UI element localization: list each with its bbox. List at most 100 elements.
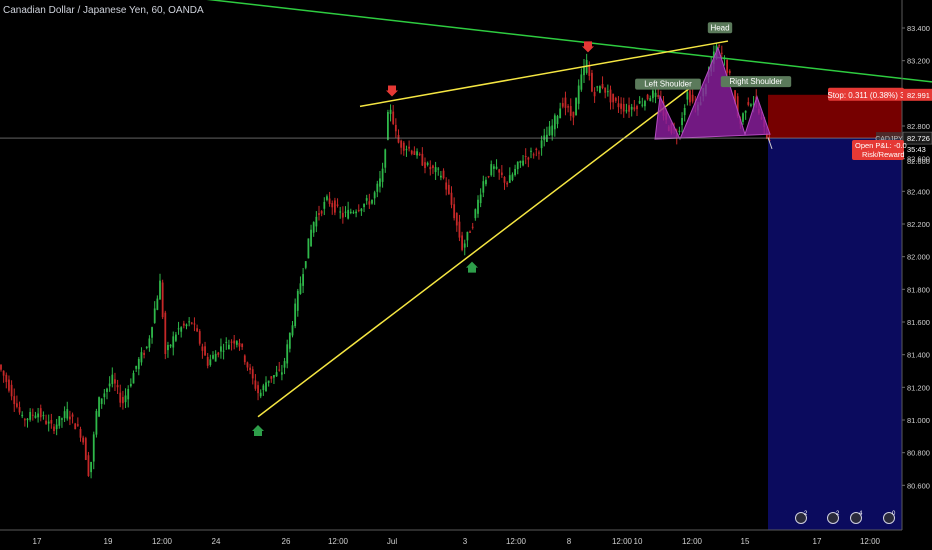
candle-body xyxy=(633,107,636,110)
candle-body xyxy=(588,65,591,76)
candle-body xyxy=(471,226,474,228)
candle-body xyxy=(429,166,432,170)
candle-body xyxy=(379,178,381,187)
candle-body xyxy=(251,369,254,379)
stop-price-tag-text: 82.991 xyxy=(907,91,930,100)
candle-body xyxy=(405,149,408,151)
pattern-label: Right Shoulder xyxy=(730,77,783,86)
candle-body xyxy=(413,151,416,155)
candle-body xyxy=(530,150,532,152)
candle-body xyxy=(161,282,164,318)
candle-body xyxy=(744,110,747,113)
candle-body xyxy=(628,105,630,112)
candle-body xyxy=(437,168,440,170)
candle-body xyxy=(23,419,26,421)
x-tick-label: 15 xyxy=(741,537,750,546)
candle-body xyxy=(193,323,196,325)
candle-body xyxy=(50,420,53,424)
candle-body xyxy=(540,140,543,149)
candle-body xyxy=(736,96,739,117)
candle-body xyxy=(222,350,225,352)
trendline[interactable] xyxy=(257,81,699,418)
candle-body xyxy=(389,109,392,114)
candle-body xyxy=(291,325,294,336)
candle-body xyxy=(376,183,379,192)
head-and-shoulders-pattern[interactable] xyxy=(654,46,771,141)
x-tick-label: Jul xyxy=(387,537,397,546)
candle-body xyxy=(765,133,768,139)
candle-body xyxy=(159,280,161,300)
current-price-tag: 82.726 xyxy=(907,134,930,143)
x-tick-label: 12:00 xyxy=(612,537,633,546)
candle-body xyxy=(485,179,487,185)
candle-body xyxy=(45,420,47,424)
candle-body xyxy=(108,383,111,387)
x-tick-label: 26 xyxy=(282,537,291,546)
candle-body xyxy=(434,167,437,173)
y-tick-label: 81.000 xyxy=(907,416,930,425)
candle-body xyxy=(426,162,429,165)
x-tick-label: 12:00 xyxy=(682,537,703,546)
candle-body xyxy=(175,334,177,341)
candle-body xyxy=(522,160,524,166)
candle-body xyxy=(233,340,236,344)
countdown-label: 35:43 xyxy=(907,145,926,154)
candle-body xyxy=(331,203,334,208)
candle-body xyxy=(450,192,453,205)
candle-body xyxy=(82,437,85,443)
candle-body xyxy=(500,172,503,175)
candle-body xyxy=(312,222,315,233)
candle-body xyxy=(349,211,352,213)
candle-body xyxy=(304,261,307,268)
candle-body xyxy=(490,164,493,176)
trendline[interactable] xyxy=(359,40,729,108)
candle-body xyxy=(421,153,424,166)
y-tick-label: 83.200 xyxy=(907,57,930,66)
candle-body xyxy=(469,231,471,233)
candle-body xyxy=(355,211,357,214)
candle-body xyxy=(267,380,270,383)
trendline[interactable] xyxy=(0,0,932,83)
x-tick-label: 24 xyxy=(212,537,221,546)
pattern-label: Head xyxy=(710,23,729,32)
candle-body xyxy=(477,199,479,214)
candle-body xyxy=(172,336,175,348)
candle-body xyxy=(445,182,448,190)
candle-body xyxy=(196,328,198,332)
y-tick-label: 80.800 xyxy=(907,449,930,458)
stop-zone xyxy=(768,94,902,139)
candle-body xyxy=(294,303,297,327)
candle-body xyxy=(689,90,691,103)
y-tick-label: 82.600 xyxy=(907,155,930,164)
candle-body xyxy=(424,162,426,169)
event-icon[interactable] xyxy=(795,512,807,524)
candle-body xyxy=(508,175,511,183)
event-icon[interactable] xyxy=(850,512,862,524)
candle-body xyxy=(124,395,127,403)
candle-body xyxy=(381,168,384,182)
candle-body xyxy=(384,149,387,168)
candle-body xyxy=(455,213,458,226)
candle-body xyxy=(654,92,657,97)
candle-body xyxy=(230,341,233,343)
event-icon[interactable] xyxy=(883,512,895,524)
stop-price-tag xyxy=(903,88,932,101)
last-level-label: 82.680 xyxy=(907,157,930,166)
y-tick-label: 82.400 xyxy=(907,187,930,196)
candle-body xyxy=(153,308,156,323)
event-icon[interactable] xyxy=(827,512,839,524)
candle-body xyxy=(169,344,172,347)
candle-body xyxy=(281,372,283,375)
candle-body xyxy=(524,155,527,157)
candle-body xyxy=(182,323,185,326)
candle-body xyxy=(416,151,418,156)
candle-body xyxy=(657,95,660,97)
candle-body xyxy=(373,192,376,199)
candle-body xyxy=(106,388,108,392)
y-tick-label: 81.400 xyxy=(907,351,930,360)
candle-body xyxy=(217,352,220,355)
candle-body xyxy=(720,52,723,54)
candle-body xyxy=(296,290,299,311)
